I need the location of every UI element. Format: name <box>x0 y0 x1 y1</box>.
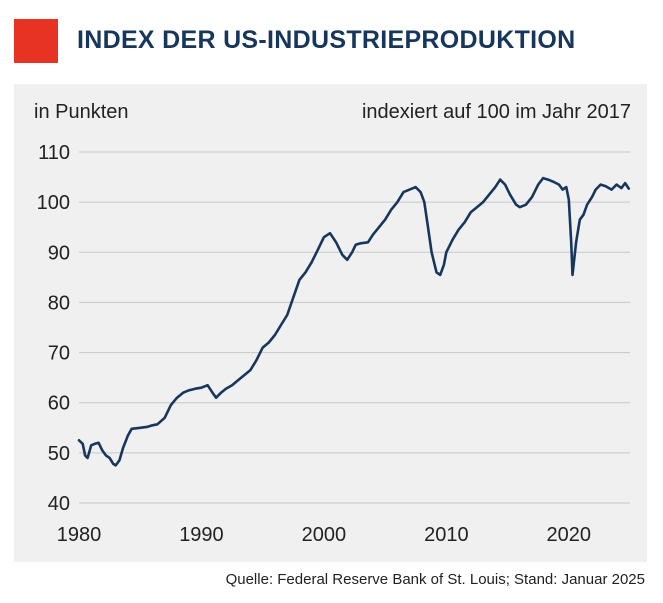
y-tick-label: 40 <box>48 493 70 515</box>
index-base-note: indexiert auf 100 im Jahr 2017 <box>361 101 631 123</box>
y-tick-label: 90 <box>48 242 70 264</box>
chart-title: INDEX DER US-INDUSTRIEPRODUKTION <box>77 26 576 54</box>
y-axis-unit-label: in Punkten <box>34 101 129 123</box>
y-tick-label: 80 <box>48 292 70 314</box>
x-tick-label: 2000 <box>302 524 347 546</box>
x-tick-labels: 1980 1990 2000 2010 2020 <box>57 524 591 546</box>
y-tick-label: 100 <box>37 192 70 214</box>
y-tick-label: 70 <box>48 343 70 365</box>
x-tick-label: 1990 <box>179 524 224 546</box>
x-tick-label: 2020 <box>547 524 592 546</box>
series-line <box>77 176 631 467</box>
y-tick-labels: 40 50 60 70 80 90 100 110 <box>37 142 70 515</box>
y-tick-label: 110 <box>38 142 70 164</box>
x-tick-label: 1980 <box>57 524 102 546</box>
accent-square <box>14 19 58 63</box>
x-tick-label: 2010 <box>424 524 469 546</box>
gridlines <box>79 151 630 504</box>
chart-panel <box>14 84 647 562</box>
source-note: Quelle: Federal Reserve Bank of St. Loui… <box>225 571 645 588</box>
y-tick-label: 50 <box>48 443 70 465</box>
y-tick-label: 60 <box>48 393 70 415</box>
